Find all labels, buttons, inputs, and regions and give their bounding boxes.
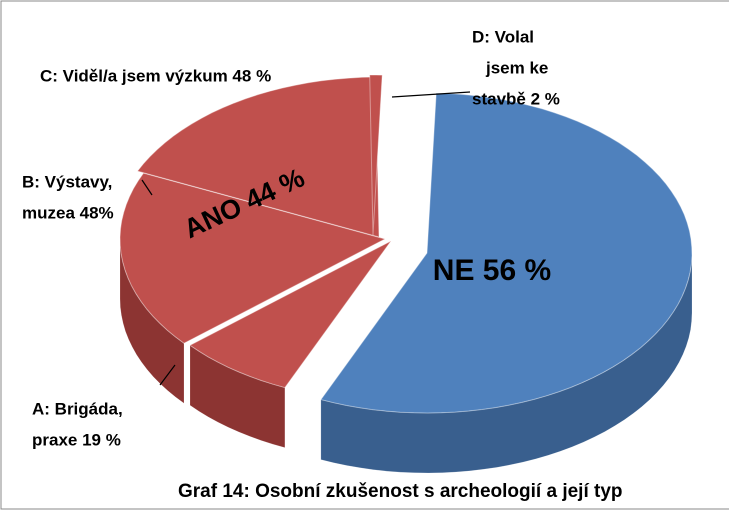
part-label: A: Brigáda, [32, 399, 123, 418]
slice [189, 240, 392, 389]
part-label: muzea 48% [22, 203, 114, 222]
part-label: D: Volal [472, 27, 534, 46]
part-label: B: Výstavy, [22, 172, 112, 191]
part-label: praxe 19 % [32, 430, 121, 449]
leader-line [141, 179, 153, 196]
part-label: C: Viděl/a jsem výzkum 48 % [40, 66, 271, 85]
slice-label: NE 56 % [433, 254, 551, 287]
slice [320, 92, 693, 414]
chart-title: Graf 14: Osobní zkušenost s archeologií … [178, 481, 623, 502]
slice-side [119, 238, 185, 404]
leader-line [391, 91, 471, 98]
part-label: stavbě 2 % [472, 89, 560, 108]
leader-line [159, 364, 176, 386]
slice-side [320, 252, 693, 474]
part-label: jsem ke [485, 58, 548, 77]
slice [369, 74, 383, 236]
slice [119, 172, 387, 344]
slice [136, 76, 380, 238]
